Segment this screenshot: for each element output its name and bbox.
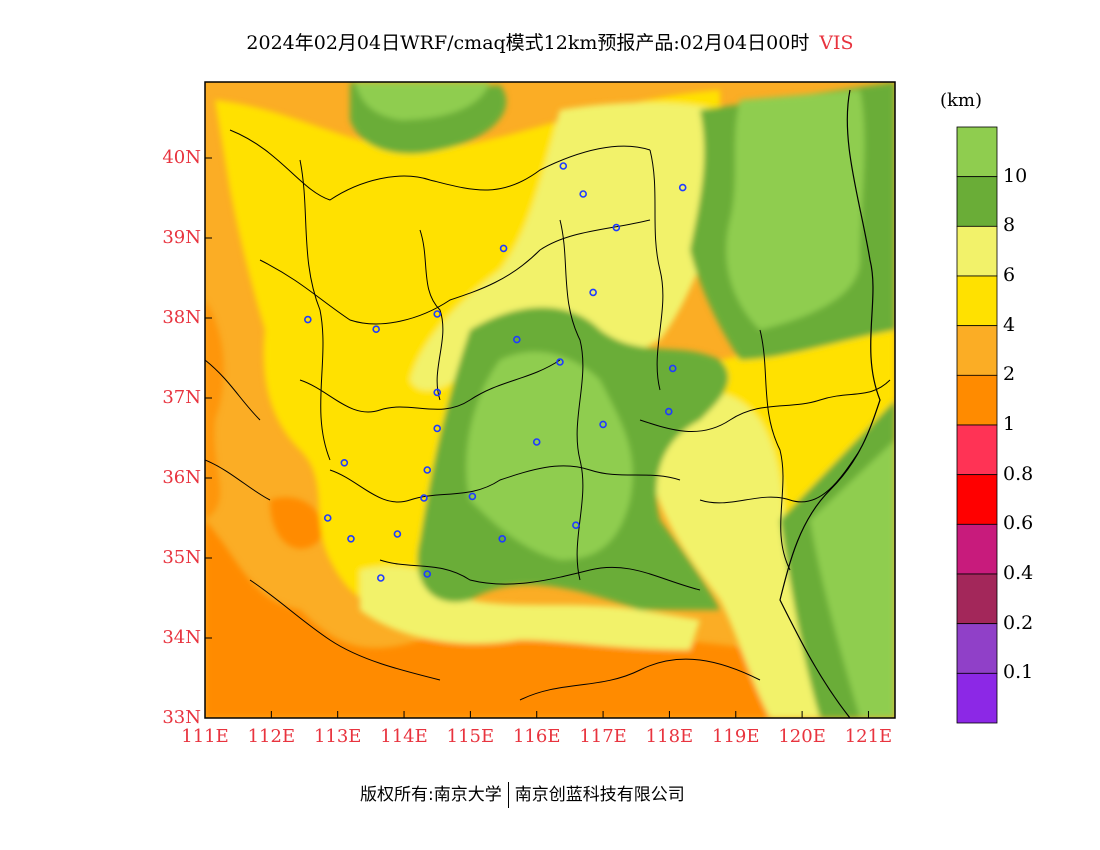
city-marker: [340, 458, 349, 467]
colorbar-label: 0.6: [1003, 512, 1034, 535]
copyright-text: 版权所有:南京大学: [360, 785, 502, 805]
city-marker: [599, 420, 607, 429]
city-marker: [347, 534, 355, 543]
city-marker: [589, 288, 597, 297]
colorbar: [956, 126, 998, 724]
lat-tick-label: 35N: [162, 547, 201, 568]
title-text: 2024年02月04日WRF/cmaq模式12km预报产品:02月04日00时: [246, 32, 810, 54]
lon-tick-label: 113E: [313, 726, 362, 747]
colorbar-label: 8: [1003, 214, 1016, 237]
city-marker: [532, 438, 541, 446]
colorbar-swatch: [956, 672, 998, 724]
lon-tick-label: 120E: [778, 726, 826, 747]
boundary-lines: [205, 89, 891, 718]
city-marker: [513, 335, 521, 344]
city-marker: [556, 358, 564, 366]
colorbar-label: 1: [1003, 413, 1016, 435]
lon-tick-label: 119E: [712, 726, 760, 747]
city-marker: [377, 574, 385, 582]
lon-tick-label: 116E: [512, 726, 561, 747]
colorbar-swatch: [956, 275, 998, 327]
very-high-vis-sea: [810, 440, 895, 718]
very-high-vis-north: [355, 82, 490, 120]
colorbar-label: 4: [1003, 313, 1016, 336]
colorbar-label: 0.1: [1003, 661, 1034, 684]
colorbar-swatch: [956, 225, 998, 277]
low-vis-patch: [270, 497, 322, 549]
lat-tick-label: 38N: [162, 307, 201, 328]
city-marker: [423, 570, 432, 578]
colorbar-swatch: [956, 424, 998, 476]
good-vis-east: [640, 391, 830, 718]
colorbar-label: 10: [1003, 164, 1028, 187]
company-text: 南京创蓝科技有限公司: [514, 785, 685, 805]
city-marker: [468, 492, 477, 501]
lat-tick-label: 40N: [162, 147, 201, 168]
variable-label: VIS: [819, 32, 854, 54]
lon-tick-label: 111E: [181, 726, 229, 747]
city-marker: [612, 223, 621, 232]
city-marker: [393, 530, 402, 538]
lon-tick-label: 118E: [645, 726, 694, 747]
colorbar-label: 0.8: [1003, 462, 1034, 485]
city-marker: [433, 424, 442, 433]
lon-tick-label: 112E: [247, 726, 296, 747]
footer: 版权所有:南京大学 南京创蓝科技有限公司: [360, 780, 685, 808]
colorbar-swatch: [956, 325, 998, 376]
colorbar-swatch: [956, 176, 998, 227]
city-marker: [668, 364, 677, 373]
city-marker: [664, 407, 673, 416]
lon-tick-label: 117E: [579, 726, 627, 747]
lat-tick-label: 34N: [162, 627, 201, 648]
colorbar-swatch: [956, 573, 998, 625]
city-marker: [433, 310, 442, 318]
colorbar-label: 0.2: [1003, 611, 1034, 634]
city-marker: [304, 315, 312, 324]
city-marker: [433, 388, 442, 397]
visibility-field: [205, 82, 895, 718]
colorbar-label: 0.4: [1003, 562, 1034, 584]
lon-tick-label: 115E: [446, 726, 495, 747]
colorbar-swatch: [956, 474, 998, 525]
city-marker: [423, 466, 432, 474]
lon-tick-label: 121E: [844, 726, 893, 747]
low-vis-west: [205, 300, 224, 520]
axis-ticks: [204, 157, 869, 719]
colorbar-swatch: [956, 374, 998, 426]
lat-tick-label: 33N: [162, 707, 201, 728]
colorbar-label: 6: [1003, 264, 1016, 286]
colorbar-label: 2: [1003, 363, 1016, 386]
city-marker: [678, 183, 687, 192]
lat-tick-label: 39N: [162, 227, 201, 248]
very-high-vis-central: [466, 351, 633, 560]
colorbar-swatch: [956, 126, 998, 178]
city-marker: [420, 494, 428, 502]
colorbar-swatch: [956, 623, 998, 674]
city-marker: [559, 162, 568, 170]
good-vis-north: [410, 102, 730, 391]
city-marker: [498, 534, 507, 543]
very-high-vis-northeast: [726, 90, 865, 330]
lon-tick-label: 114E: [380, 726, 428, 747]
city-marker: [579, 190, 587, 198]
map-title: 2024年02月04日WRF/cmaq模式12km预报产品:02月04日00时 V…: [0, 28, 1100, 55]
city-marker: [572, 521, 580, 530]
city-marker: [499, 244, 508, 253]
lat-tick-label: 36N: [162, 467, 201, 488]
colorbar-swatch: [956, 523, 998, 575]
map-frame: [204, 81, 896, 719]
city-marker: [372, 325, 380, 334]
footer-divider: [507, 782, 509, 808]
city-markers: [304, 162, 687, 582]
lat-tick-label: 37N: [162, 387, 201, 408]
colorbar-unit: (km): [940, 90, 983, 111]
city-marker: [323, 514, 332, 522]
